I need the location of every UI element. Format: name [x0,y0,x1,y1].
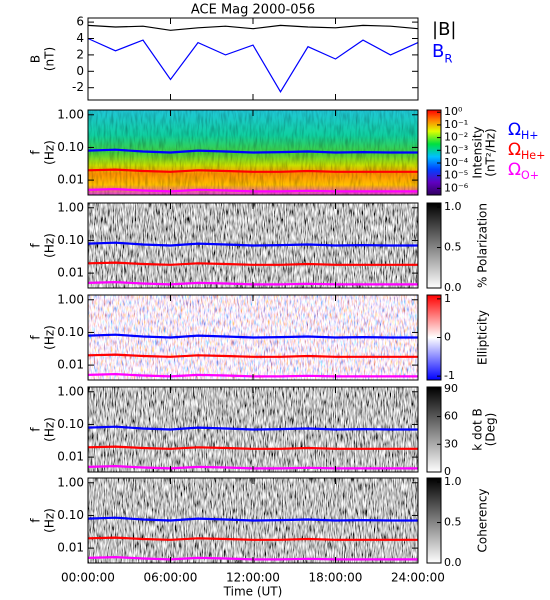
colorbar-tick-label: 1.0 [444,200,462,213]
y-tick-label: 0.01 [57,358,84,372]
y-tick-label: 0.10 [57,325,84,339]
legend-subscript: He+ [521,149,545,162]
y-axis-unit: (Hz) [43,417,57,442]
y-tick-label: 2 [76,47,84,61]
y-axis-label: f [29,150,43,155]
y-axis-unit: (Hz) [43,508,57,533]
series-line [87,516,418,522]
colorbar-tick-label: 60 [444,410,458,423]
y-tick-label: 0.01 [57,173,84,187]
legend-label: |B| [432,19,456,40]
colorbar-tick-label: 10⁻⁵ [444,169,468,182]
y-tick-label: 0 [76,64,84,78]
series-line [87,333,418,339]
colorbar-tick-label: 90 [444,382,458,395]
y-tick-label: 0.10 [57,140,84,154]
legend-label: B [432,41,444,62]
colorbar-unit: (Deg) [484,413,498,447]
series-line [87,261,418,266]
legend-entry: ΩHe+ [508,140,545,162]
legend-entry: ΩO+ [508,160,539,182]
y-tick-label: -2 [72,80,84,94]
y-tick-label: 0.01 [57,266,84,280]
legend-subscript: R [444,51,452,65]
series-line [87,168,418,173]
colorbar-tick-label: 30 [444,437,458,450]
y-axis-unit: (Hz) [43,325,57,350]
colorbar [426,386,442,473]
colorbar [426,477,442,564]
y-axis-label: B [29,55,43,63]
series-line [87,37,419,93]
legend-label: Ω [508,140,521,160]
y-tick-label: 1.00 [57,384,84,398]
y-tick-label: 0.10 [57,233,84,247]
y-axis-label: f [29,243,43,248]
series-line [87,425,418,431]
colorbar-tick-label: 0.5 [444,241,462,254]
colorbar-tick-label: 0.0 [444,556,462,569]
colorbar-tick-label: 10⁻⁴ [444,156,469,169]
y-tick-label: 1.00 [57,292,84,306]
colorbar [426,109,442,196]
colorbar-label: Ellipticity [476,310,490,365]
colorbar-tick-label: 10⁻³ [444,143,468,156]
legend-entry: ΩH+ [508,120,539,142]
colorbar [426,202,442,289]
chart-title: ACE Mag 2000-056 [191,3,315,18]
y-tick-label: 6 [76,15,84,29]
colorbar-tick-label: 10⁻¹ [444,118,468,131]
colorbar-tick-label: 0 [444,465,451,478]
x-tick-label: 00:00:00 [61,571,115,585]
legend-label: Ω [508,160,521,180]
series-line [87,241,418,247]
colorbar-label: k dot B [471,408,485,450]
y-axis-label: f [29,518,43,523]
colorbar-label: Intensity [471,126,485,178]
colorbar-tick-label: 1 [444,292,451,305]
colorbar-unit: (nT²/Hz) [484,128,498,176]
colorbar-tick-label: 10⁰ [444,105,463,118]
plot-frame [87,17,419,101]
series-line [87,24,419,31]
x-tick-label: 12:00:00 [226,571,280,585]
colorbar-tick-label: 0.5 [444,516,462,529]
y-tick-label: 1.00 [57,475,84,489]
colorbar-tick-label: 1.0 [444,475,462,488]
x-tick-label: 06:00:00 [144,571,198,585]
y-axis-label: f [29,335,43,340]
y-tick-label: 0.01 [57,450,84,464]
legend-label: Ω [508,120,521,140]
x-tick-label: 24:00:00 [391,571,445,585]
x-axis-label: Time (UT) [223,585,283,599]
y-tick-label: 1.00 [57,200,84,214]
y-tick-label: 0.10 [57,417,84,431]
legend-subscript: O+ [521,169,539,182]
y-axis-unit: (Hz) [43,233,57,258]
y-axis-unit: (Hz) [43,140,57,165]
colorbar-label: Coherency [476,488,490,552]
colorbar-label: % Polarization [476,203,490,288]
colorbar-tick-label: -1 [444,369,455,382]
legend-entry: BR [432,41,452,65]
colorbar-tick-label: 10⁻² [444,131,468,144]
y-axis-unit: (nT) [43,47,57,71]
colorbar-tick-label: 0.0 [444,281,462,294]
series-line [87,353,418,358]
y-axis-label: f [29,427,43,432]
legend-entry: |B| [432,19,456,40]
legend-subscript: H+ [521,129,539,142]
x-tick-label: 18:00:00 [309,571,363,585]
series-line [87,445,418,450]
y-tick-label: 1.00 [57,107,84,121]
series-line [87,536,418,541]
y-tick-label: 4 [76,31,84,45]
colorbar-tick-label: 10⁻⁶ [444,181,469,194]
y-tick-label: 0.10 [57,508,84,522]
series-line [87,148,418,154]
colorbar-tick-label: 0 [444,331,451,344]
y-tick-label: 0.01 [57,541,84,555]
